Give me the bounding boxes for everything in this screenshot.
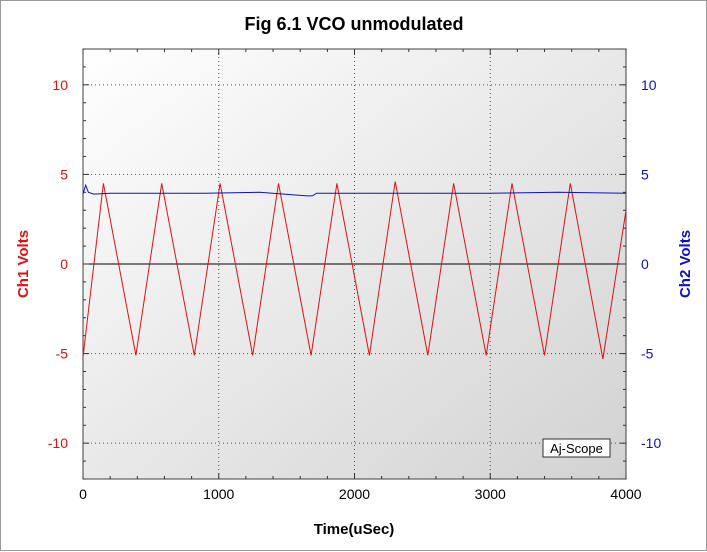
- tick-labels: 10 10 5 5 0 0 -5 -5 -10 -10 0 1000 2000 3000 4000: [48, 77, 662, 502]
- watermark-text: Aj-Scope: [550, 441, 603, 456]
- y-axis-label-right: Ch2 Volts: [677, 230, 694, 298]
- y-tick-label-left: -10: [48, 435, 68, 451]
- y-tick-label-right: -10: [641, 435, 661, 451]
- y-tick-label-left: 10: [52, 77, 68, 93]
- x-tick-label: 1000: [203, 486, 234, 502]
- y-tick-label-left: 5: [60, 166, 68, 182]
- y-tick-label-left: 0: [60, 256, 68, 272]
- watermark-box: [542, 438, 611, 458]
- y-tick-label-right: -5: [641, 346, 654, 362]
- y-tick-label-right: 0: [641, 256, 649, 272]
- y-tick-label-right: 5: [641, 166, 649, 182]
- x-axis-label: Time(uSec): [314, 521, 395, 538]
- watermark-badge: Aj-Scope: [542, 438, 611, 458]
- y-tick-label-right: 10: [641, 77, 657, 93]
- ch2-series-line: [82, 183, 627, 197]
- y-axis-label-left: Ch1 Volts: [15, 230, 32, 298]
- x-tick-label: 4000: [610, 486, 641, 502]
- grid-lines: [83, 49, 626, 479]
- x-tick-label: 0: [79, 486, 87, 502]
- chart-title: Fig 6.1 VCO unmodulated: [244, 14, 463, 34]
- series-layer: [82, 181, 627, 360]
- y-tick-label-left: -5: [56, 346, 69, 362]
- x-tick-label: 2000: [339, 486, 370, 502]
- ch1-series-line: [82, 181, 627, 360]
- x-tick-label: 3000: [475, 486, 506, 502]
